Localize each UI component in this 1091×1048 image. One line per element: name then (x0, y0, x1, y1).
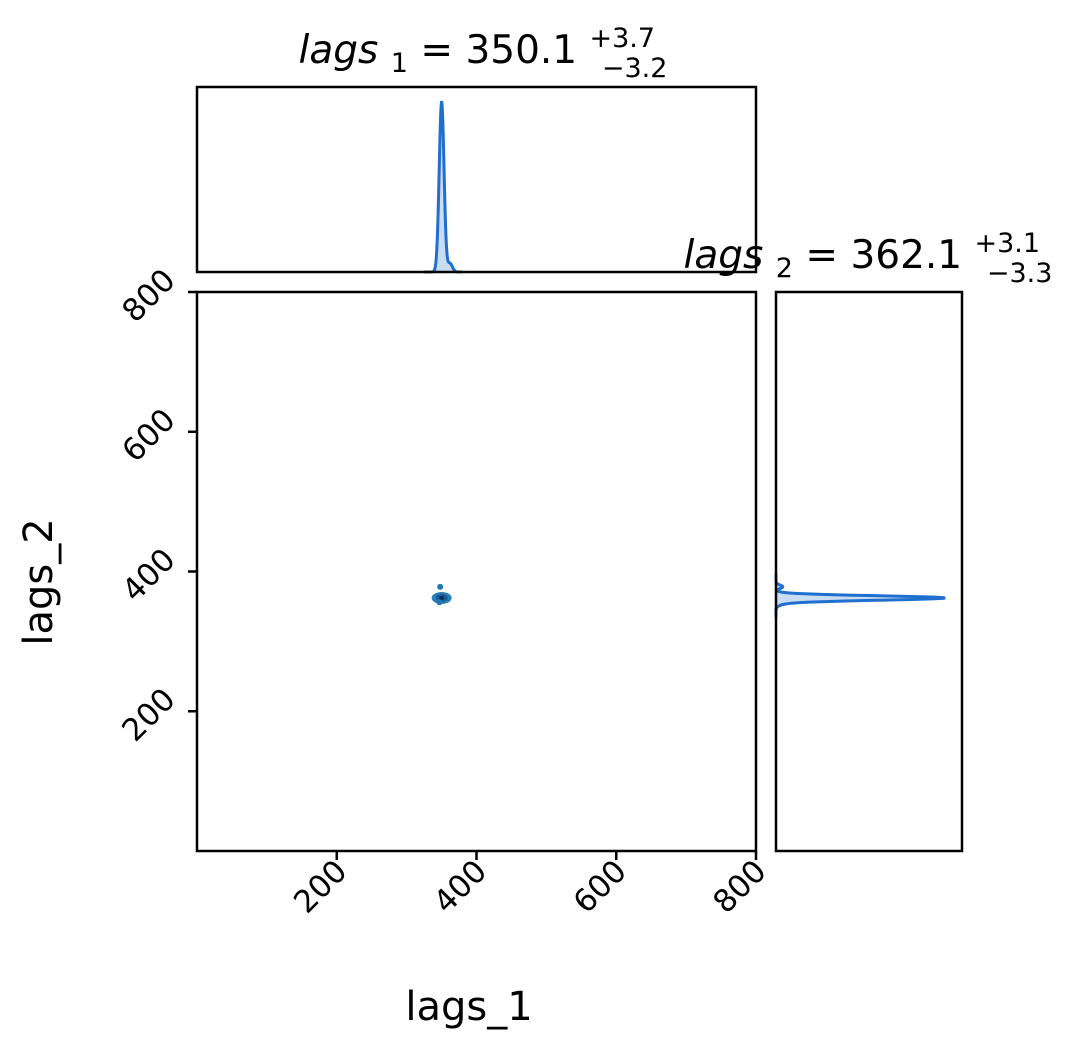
title-index: 1 (391, 48, 408, 79)
y-axis-label: lags_2 (16, 518, 62, 645)
title-index: 2 (776, 253, 793, 284)
y-tick-label: 600 (115, 402, 182, 469)
x-tick-label: 800 (706, 853, 773, 920)
marginal-frame-lags-2 (774, 290, 964, 853)
y-tick-label: 200 (115, 681, 182, 748)
joint-frame (195, 290, 758, 853)
y-axis-ticks: 200 400 600 800 (115, 262, 197, 749)
title-minus-error: −3.2 (602, 53, 668, 84)
x-axis-ticks: 200 400 600 800 (287, 851, 774, 920)
title-minus-error: −3.3 (987, 258, 1053, 289)
title-equals: = (805, 233, 838, 278)
x-tick-label: 600 (567, 853, 634, 920)
joint-sample-point (437, 583, 444, 590)
marginal-title-lags-2: lags 2 = 362.1 +3.1 −3.3 (684, 217, 1053, 289)
title-value: 362.1 (850, 233, 962, 278)
joint-panel: 200 400 600 800 200 400 600 800 (115, 262, 773, 920)
joint-sample-point (436, 599, 443, 606)
x-tick-label: 400 (427, 853, 494, 920)
marginal-frame-lags-1 (195, 85, 758, 274)
title-plus-error: +3.7 (590, 23, 656, 54)
x-axis-label: lags_1 (405, 984, 532, 1030)
x-tick-label: 200 (287, 853, 354, 920)
y-tick-label: 800 (115, 262, 182, 329)
y-tick-label: 400 (115, 542, 182, 609)
marginal-histogram-lags-2 (774, 574, 946, 618)
joint-density (431, 583, 452, 606)
marginal-panel-lags-1 (195, 85, 758, 274)
title-symbol: lags (684, 233, 764, 278)
title-value: 350.1 (465, 28, 577, 73)
marginal-histogram-lags-1 (423, 100, 463, 274)
title-plus-error: +3.1 (975, 228, 1041, 259)
marginal-title-lags-1: lags 1 = 350.1 +3.7 −3.2 (299, 12, 668, 84)
title-symbol: lags (299, 28, 379, 73)
title-equals: = (420, 28, 453, 73)
marginal-panel-lags-2 (774, 290, 964, 853)
joint-density-core (439, 595, 445, 600)
